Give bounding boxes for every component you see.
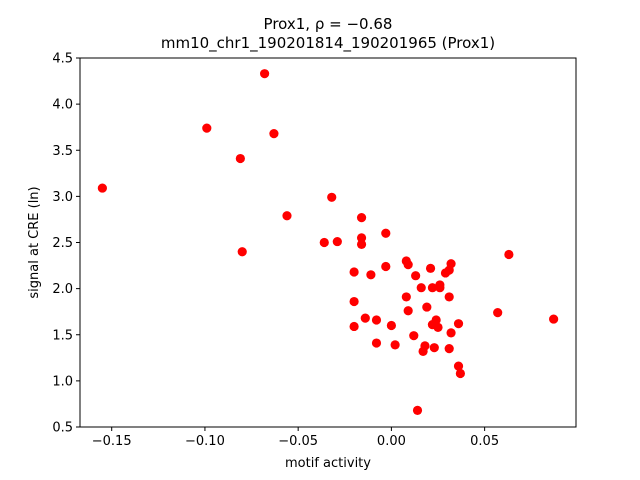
- y-tick-label: 3.0: [52, 190, 73, 205]
- data-point: [401, 292, 411, 302]
- data-point: [202, 123, 212, 133]
- y-tick-label: 3.5: [52, 144, 73, 159]
- y-tick-label: 2.5: [52, 236, 73, 251]
- data-point: [416, 283, 426, 293]
- data-point: [349, 296, 359, 307]
- data-point: [425, 263, 436, 273]
- y-tick-label: 0.5: [52, 421, 73, 436]
- x-tick-label: −0.10: [185, 434, 225, 449]
- data-point: [427, 283, 438, 293]
- y-tick-label: 1.0: [52, 374, 73, 389]
- data-point: [446, 328, 456, 338]
- data-point: [97, 183, 107, 193]
- data-point: [360, 313, 370, 323]
- data-point: [435, 283, 445, 293]
- y-tick-label: 4.5: [52, 52, 73, 67]
- data-point: [429, 343, 439, 353]
- data-point: [381, 261, 391, 272]
- data-point: [422, 302, 432, 312]
- data-point: [356, 212, 367, 223]
- x-tick-label: 0.00: [377, 434, 406, 449]
- data-point: [403, 306, 413, 316]
- data-point: [237, 247, 247, 257]
- data-point: [409, 331, 419, 341]
- y-tick-label: 4.0: [52, 98, 73, 113]
- data-point: [431, 315, 441, 325]
- data-point: [453, 361, 464, 371]
- x-tick-label: 0.05: [470, 434, 499, 449]
- x-axis-label: motif activity: [285, 456, 371, 471]
- data-point: [319, 237, 329, 248]
- data-point: [282, 211, 292, 221]
- chart-title-line1: Prox1, ρ = −0.68: [264, 15, 393, 33]
- data-point: [260, 69, 270, 79]
- x-tick-label: −0.05: [278, 434, 318, 449]
- data-point: [332, 236, 342, 247]
- y-tick-label: 2.0: [52, 282, 73, 297]
- data-point: [446, 259, 456, 269]
- x-tick-label: −0.15: [92, 434, 132, 449]
- data-point: [366, 270, 376, 280]
- y-tick-label: 1.5: [52, 328, 73, 343]
- data-point: [412, 405, 423, 415]
- data-point: [549, 314, 559, 324]
- data-point: [349, 321, 359, 332]
- data-point: [420, 341, 430, 351]
- data-point: [235, 153, 245, 164]
- data-point: [371, 315, 382, 325]
- data-points: [97, 69, 559, 415]
- data-point: [493, 308, 503, 318]
- data-point: [411, 271, 421, 281]
- chart-title-line2: mm10_chr1_190201814_190201965 (Prox1): [161, 34, 495, 53]
- data-point: [390, 340, 400, 350]
- data-point: [349, 267, 359, 277]
- data-point: [327, 192, 337, 202]
- y-axis-label: signal at CRE (ln): [27, 186, 42, 298]
- data-point: [455, 368, 465, 379]
- plot-area-frame: [79, 57, 577, 428]
- data-point: [444, 343, 454, 354]
- data-point: [444, 292, 454, 302]
- data-point: [504, 249, 514, 260]
- data-point: [381, 228, 391, 238]
- y-axis-ticks: 0.5 1.0 1.5 2.0 2.5 3.0 3.5 4.0 4.5: [52, 52, 80, 436]
- data-point: [433, 322, 443, 332]
- data-point: [356, 239, 367, 249]
- x-axis-ticks: −0.15 −0.10 −0.05 0.00 0.05: [92, 427, 499, 449]
- data-point: [371, 338, 382, 348]
- data-point: [403, 260, 413, 270]
- data-point: [269, 129, 279, 139]
- data-point: [356, 233, 367, 243]
- data-point: [386, 320, 396, 331]
- data-point: [453, 319, 464, 329]
